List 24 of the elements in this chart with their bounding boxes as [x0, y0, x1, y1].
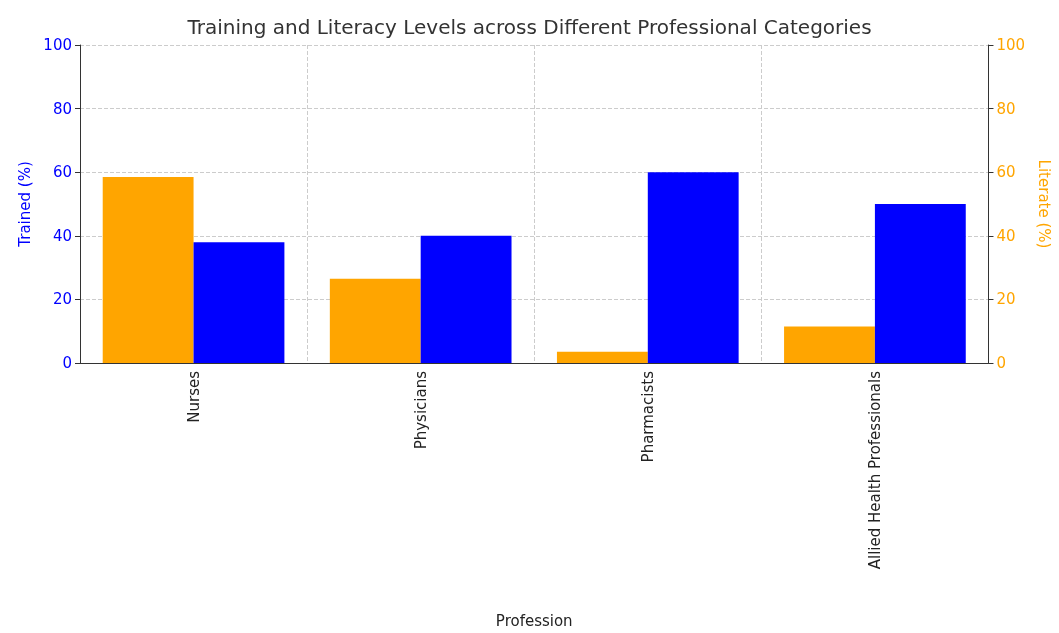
y-axis-title: Trained (%): [15, 161, 34, 248]
y2-tick-label: 100: [996, 36, 1026, 54]
y-tick-label: 20: [52, 290, 72, 309]
x-tick-label: Allied Health Professionals: [865, 370, 884, 570]
y-tick-label: 40: [52, 226, 72, 245]
y-tick-label: 0: [62, 354, 72, 372]
x-tick-label: Pharmacists: [638, 370, 657, 463]
x-axis-title: Profession: [495, 611, 573, 630]
chart-title: Training and Literacy Levels across Different Professional Categories: [186, 15, 872, 39]
y2-tick-label: 0: [996, 354, 1007, 372]
y-tick-label: 60: [52, 163, 72, 182]
bar: [647, 172, 739, 363]
bar: [556, 351, 648, 363]
bar: [874, 204, 966, 363]
x-tick-label: Nurses: [184, 370, 203, 423]
y-tick-label: 80: [52, 99, 72, 118]
y2-tick-label: 40: [996, 226, 1016, 245]
y2-tick-label: 80: [996, 99, 1016, 118]
y-tick-label: 100: [43, 36, 72, 54]
y2-axis-title: Literate (%): [1034, 159, 1053, 249]
x-tick-label: Physicians: [411, 370, 430, 450]
bar: [784, 326, 875, 363]
y2-tick-label: 20: [996, 290, 1016, 309]
y2-tick-label: 60: [996, 163, 1016, 182]
